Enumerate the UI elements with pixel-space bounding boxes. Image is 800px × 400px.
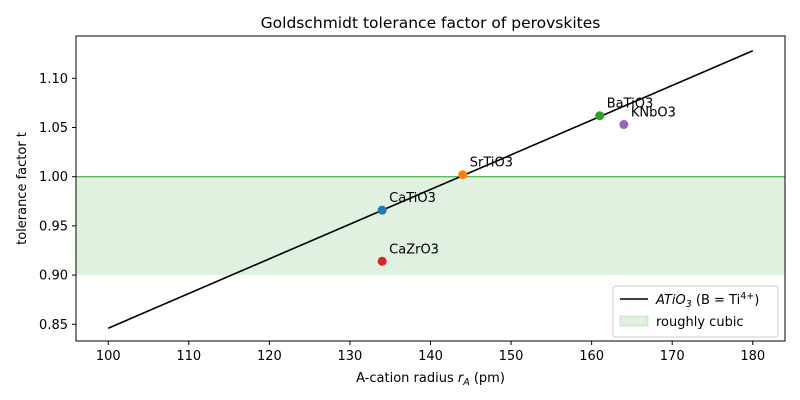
point-label-srtio3: SrTiO3	[470, 156, 513, 171]
x-tick-label-120: 120	[257, 349, 282, 364]
x-tick-label-180: 180	[740, 349, 765, 364]
point-label-batio3: BaTiO3	[607, 97, 654, 112]
x-tick-label-130: 130	[338, 349, 363, 364]
legend-band-label: roughly cubic	[656, 315, 744, 330]
y-tick-label-0.85: 0.85	[39, 318, 68, 333]
x-tick-label-140: 140	[418, 349, 443, 364]
point-label-cazro3: CaZrO3	[389, 242, 439, 257]
plot-area: CaTiO3 SrTiO3 BaTiO3 CaZrO3 KNbO3 100 110 120 13…	[39, 35, 786, 364]
legend-band-swatch	[619, 315, 649, 327]
data-point-knbo3	[619, 120, 629, 130]
y-tick-label-1.10: 1.10	[39, 72, 68, 87]
y-tick-label-1.05: 1.05	[39, 121, 68, 136]
data-point-cazro3	[377, 256, 387, 266]
point-label-knbo3: KNbO3	[631, 106, 676, 121]
data-point-batio3	[595, 111, 605, 121]
legend-frame	[612, 285, 779, 338]
x-tick-label-170: 170	[660, 349, 685, 364]
x-tick-label-100: 100	[96, 349, 121, 364]
data-point-catio3	[377, 205, 387, 215]
y-tick-label-0.95: 0.95	[39, 219, 68, 234]
chart-title: Goldschmidt tolerance factor of perovski…	[261, 14, 601, 32]
tolerance-factor-line	[107, 50, 754, 329]
data-point-srtio3	[458, 170, 468, 180]
x-tick-label-150: 150	[499, 349, 524, 364]
roughly-cubic-band	[76, 176, 785, 276]
y-tick-label-1.00: 1.00	[39, 170, 68, 185]
x-axis-label: A-cation radius rA (pm)	[356, 371, 505, 388]
legend: ATiO3 (B = Ti4+) roughly cubic	[612, 285, 779, 338]
x-tick-label-160: 160	[579, 349, 604, 364]
y-tick-label-0.90: 0.90	[39, 269, 68, 284]
point-label-catio3: CaTiO3	[389, 191, 436, 206]
y-axis-label: tolerance factor t	[15, 132, 30, 245]
x-tick-label-110: 110	[176, 349, 201, 364]
legend-line-label: ATiO3 (B = Ti4+)	[655, 291, 759, 310]
